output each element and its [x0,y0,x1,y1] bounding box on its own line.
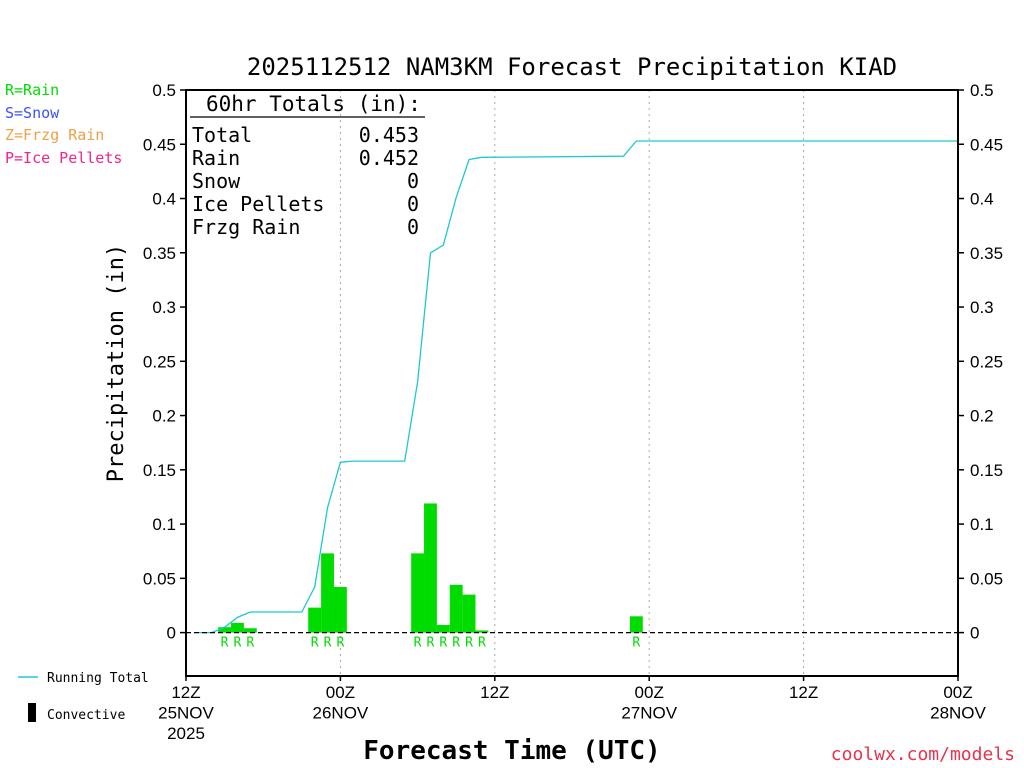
convective-legend-swatch [28,703,36,722]
precip-type-label: R [439,636,447,651]
y-tick-label-right: 0 [970,624,979,643]
precip-type-label: R [465,636,473,651]
y-tick-label-right: 0.4 [970,190,994,209]
x-axis-label: Forecast Time (UTC) [363,736,660,766]
legend-snow: S=Snow [5,104,60,122]
y-tick-label-left: 0.05 [143,569,176,588]
legend-freezing-rain: Z=Frzg Rain [5,126,104,144]
precip-type-label: R [414,636,422,651]
y-tick-label-left: 0.2 [152,407,176,426]
precip-bar [308,607,322,633]
y-tick-label-right: 0.05 [970,569,1003,588]
line-layer [186,140,958,634]
precip-bar [411,553,425,633]
y-tick-label-left: 0.3 [152,298,176,317]
x-tick-label: 2025 [167,724,205,743]
precip-bar [462,594,476,633]
totals-label-snow: Snow [192,169,241,193]
y-axis-ticks: 0.5 0.5 0.45 0.45 0.4 0.4 0.35 0.35 0.3 0.3 0.25 0.… [143,81,1003,643]
running-total-line [198,140,958,634]
x-tick-label: 00Z [635,683,664,702]
y-tick-label-left: 0.15 [143,461,176,480]
x-tick-label: 00Z [326,683,355,702]
y-tick-label-left: 0.35 [143,244,176,263]
precip-type-label: R [311,636,319,651]
y-tick-label-right: 0.15 [970,461,1003,480]
x-tick-label: 27NOV [621,704,677,723]
y-tick-label-right: 0.35 [970,244,1003,263]
convective-legend-label: Convective [47,708,125,723]
legend-ice-pellets: P=Ice Pellets [5,149,122,167]
precip-bar [333,587,347,633]
y-tick-label-right: 0.45 [970,135,1003,154]
precip-type-label: R [478,636,486,651]
y-tick-label-right: 0.2 [970,407,994,426]
totals-box: 60hr Totals (in): Total 0.453 Rain 0.452… [190,92,425,239]
watermark: coolwx.com/models [831,744,1015,765]
x-tick-label: 12Z [480,683,509,702]
precip-type-label: R [324,636,332,651]
legend-rain: R=Rain [5,81,59,99]
totals-label-rain: Rain [192,146,240,170]
precip-bar [424,503,437,633]
x-tick-label: 00Z [943,683,972,702]
y-tick-label-left: 0.25 [143,352,176,371]
chart-title: 2025112512 NAM3KM Forecast Precipitation… [247,53,897,81]
y-tick-label-left: 0.5 [152,81,176,100]
precip-type-label: R [427,636,435,651]
grid-layer [339,90,805,676]
y-tick-label-right: 0.3 [970,298,994,317]
y-tick-label-left: 0 [167,624,176,643]
y-tick-label-right: 0.5 [970,81,994,100]
totals-label-total: Total [192,123,252,147]
x-tick-label: 26NOV [313,704,369,723]
x-tick-label: 25NOV [158,704,214,723]
x-tick-label: 28NOV [930,704,986,723]
totals-value-rain: 0.452 [359,146,419,170]
x-tick-label: 12Z [171,683,200,702]
plot-frame [185,89,959,677]
totals-value-snow: 0 [407,169,419,193]
y-tick-label-right: 0.25 [970,352,1003,371]
series-legend: Running Total Convective [18,671,149,723]
y-axis-label: Precipitation (in) [104,244,129,482]
precip-type-label: R [221,636,229,651]
precip-bar [629,616,643,633]
precip-bar [218,627,232,633]
totals-value-total: 0.453 [359,123,419,147]
precip-type-label: R [452,636,460,651]
precip-bar [321,553,334,633]
totals-label-freezing-rain: Frzg Rain [192,215,300,239]
totals-value-ice-pellets: 0 [407,192,419,216]
precip-type-legend: R=Rain S=Snow Z=Frzg Rain P=Ice Pellets [5,81,122,167]
precip-type-label: R [336,636,344,651]
y-tick-label-left: 0.1 [152,515,176,534]
precip-bar [449,584,463,633]
y-tick-label-left: 0.45 [143,135,176,154]
totals-label-ice-pellets: Ice Pellets [192,192,324,216]
totals-heading: 60hr Totals (in): [206,92,421,116]
precip-type-label: R [246,636,254,651]
x-tick-label: 12Z [789,683,818,702]
precip-bar [243,628,257,633]
precip-type-label: R [632,636,640,651]
precip-bar [231,622,244,633]
y-tick-label-left: 0.4 [152,190,176,209]
running-total-legend-label: Running Total [47,671,149,686]
precip-bar [436,625,450,633]
precip-type-label: R [234,636,242,651]
y-tick-label-right: 0.1 [970,515,994,534]
totals-value-freezing-rain: 0 [407,215,419,239]
precip-bar [475,630,489,633]
